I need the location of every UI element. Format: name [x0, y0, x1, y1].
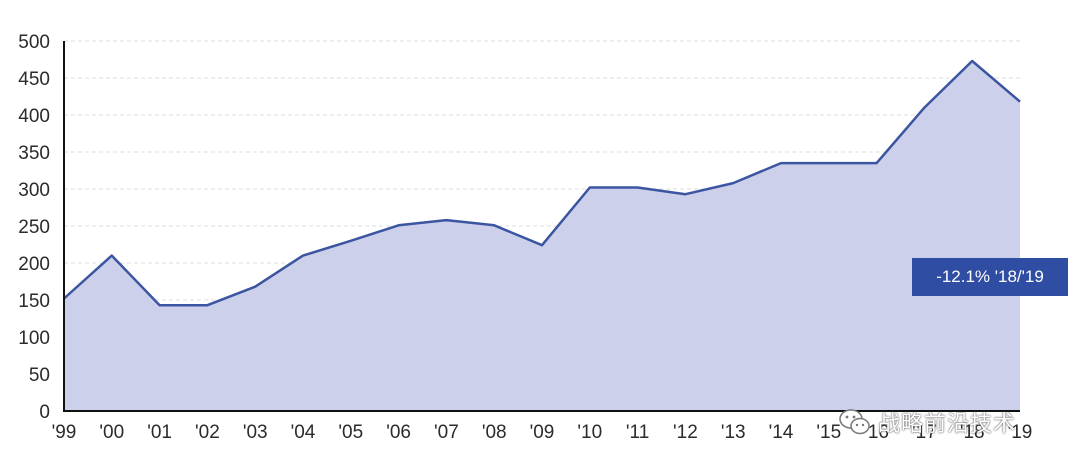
x-tick-label: '17: [912, 422, 937, 443]
y-tick-label: 200: [18, 254, 50, 275]
x-tick-label: '08: [482, 422, 507, 443]
y-tick-label: 0: [39, 402, 50, 423]
x-tick-label: '09: [530, 422, 555, 443]
x-tick-label: '07: [434, 422, 459, 443]
change-callout-text: -12.1% '18/'19: [936, 267, 1044, 286]
x-tick-label: '18: [960, 422, 985, 443]
y-tick-label: 100: [18, 328, 50, 349]
x-tick-label: '12: [673, 422, 698, 443]
y-tick-label: 350: [18, 143, 50, 164]
x-tick-labels: '99 '00 '01 '02 '03 '04 '05 '06 '07 '08 '09 '10 '11 '…: [52, 422, 1033, 443]
x-tick-label: '15: [816, 422, 841, 443]
x-tick-label: '13: [721, 422, 746, 443]
x-tick-label: '02: [195, 422, 220, 443]
watermark: 战略前沿技术: [838, 402, 1016, 442]
x-tick-label: '03: [243, 422, 268, 443]
x-tick-label: '05: [338, 422, 363, 443]
x-tick-label: '01: [147, 422, 172, 443]
y-tick-label: 300: [18, 180, 50, 201]
x-tick-label: '11: [626, 422, 649, 443]
x-tick-label: '99: [52, 422, 77, 443]
wechat-icon: [839, 409, 870, 435]
x-tick-label: '10: [577, 422, 602, 443]
x-tick-label: '14: [769, 422, 794, 443]
watermark-text: 战略前沿技术: [878, 412, 1017, 437]
y-tick-labels: 0 50 100 150 200 250 300 350 400 450 500: [18, 32, 50, 423]
x-tick-label: '04: [291, 422, 316, 443]
series-area: [64, 61, 1020, 411]
series-line: [63, 59, 1021, 307]
y-tick-label: 400: [18, 106, 50, 127]
y-tick-label: 150: [18, 291, 50, 312]
y-tick-label: 250: [18, 217, 50, 238]
x-tick-label: '00: [99, 422, 124, 443]
x-tick-label: '06: [386, 422, 411, 443]
x-tick-label: '16: [864, 422, 889, 443]
y-tick-label: 500: [18, 32, 50, 53]
x-tick-label: '19: [1008, 422, 1033, 443]
y-tick-label: 50: [29, 365, 50, 386]
y-tick-label: 450: [18, 69, 50, 90]
change-callout: -12.1% '18/'19: [912, 258, 1068, 296]
